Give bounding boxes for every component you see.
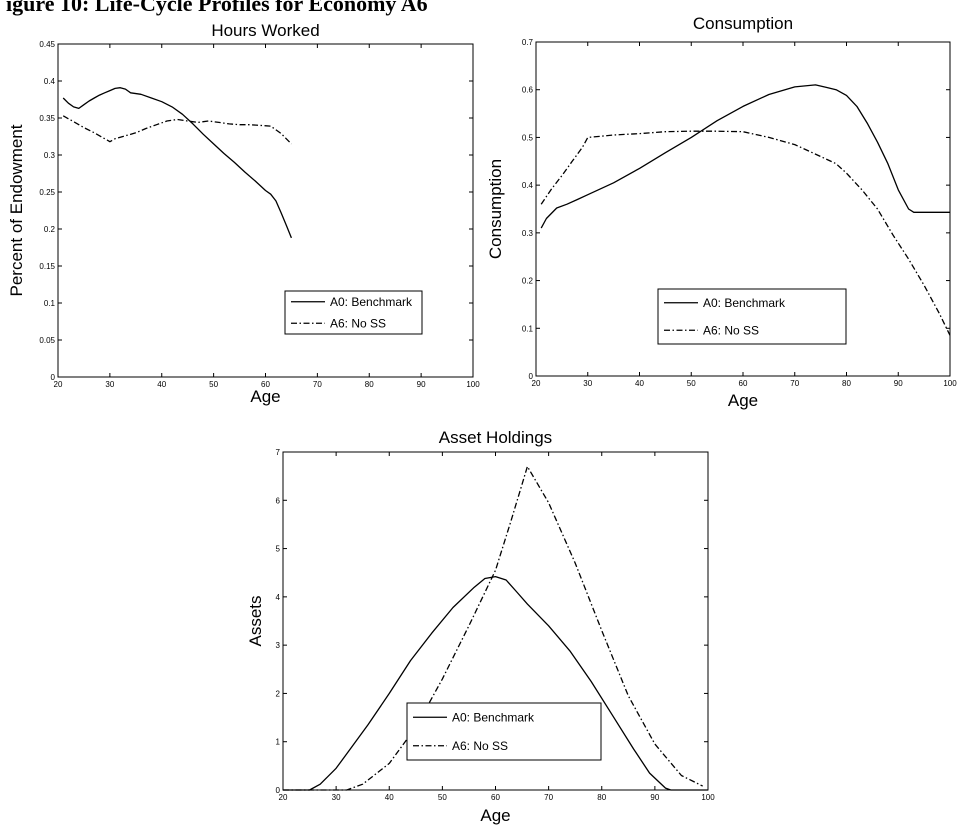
page-title: igure 10: Life-Cycle Profiles for Econom… xyxy=(6,0,428,16)
x-tick-label: 60 xyxy=(739,379,748,388)
x-tick-label: 60 xyxy=(491,793,500,802)
legend: A0: Benchmark A6: No SS xyxy=(406,702,602,761)
legend-label: A0: Benchmark xyxy=(452,710,535,724)
x-tick-label: 100 xyxy=(466,380,480,389)
y-tick-label: 0.6 xyxy=(522,86,534,95)
y-tick-label: 0.4 xyxy=(44,77,56,86)
legend-label: A6: No SS xyxy=(452,739,508,753)
y-axis-label: Assets xyxy=(246,595,265,646)
x-tick-label: 20 xyxy=(279,793,288,802)
legend-box xyxy=(284,290,423,335)
x-tick-label: 70 xyxy=(790,379,799,388)
legend-label: A6: No SS xyxy=(330,316,386,330)
series-line-no-ss xyxy=(540,130,951,336)
series-line-no-ss xyxy=(62,115,292,145)
y-tick-label: 0.5 xyxy=(522,133,534,142)
y-axis-label: Percent of Endowment xyxy=(7,124,26,296)
x-axis-label: Age xyxy=(728,391,758,410)
y-tick-label: 0.15 xyxy=(39,262,55,271)
chart-title: Consumption xyxy=(693,14,793,33)
x-tick-label: 80 xyxy=(842,379,851,388)
y-tick-label: 0 xyxy=(51,373,56,382)
y-tick-label: 0.3 xyxy=(522,229,534,238)
x-tick-label: 50 xyxy=(438,793,447,802)
y-tick-label: 0.3 xyxy=(44,151,56,160)
x-tick-label: 100 xyxy=(701,793,715,802)
y-tick-label: 0.45 xyxy=(39,40,55,49)
legend: A0: Benchmark A6: No SS xyxy=(284,290,423,335)
y-tick-label: 0.1 xyxy=(44,299,56,308)
x-tick-label: 50 xyxy=(687,379,696,388)
x-tick-label: 60 xyxy=(261,380,270,389)
y-axis-label: Consumption xyxy=(486,159,505,259)
series-line-benchmark xyxy=(540,84,950,229)
y-tick-label: 3 xyxy=(276,641,281,650)
y-tick-label: 0.4 xyxy=(522,181,534,190)
x-tick-label: 50 xyxy=(209,380,218,389)
y-tick-label: 1 xyxy=(276,738,281,747)
y-tick-label: 2 xyxy=(276,689,281,698)
y-tick-label: 4 xyxy=(276,593,281,602)
chart-2: Asset Holdings 20 30 40 50 60 70 80 90 100 0 1 2 3 4 5 6… xyxy=(246,428,715,825)
x-tick-label: 40 xyxy=(157,380,166,389)
y-tick-label: 0.25 xyxy=(39,188,55,197)
x-tick-label: 70 xyxy=(313,380,322,389)
legend: A0: Benchmark A6: No SS xyxy=(657,288,847,345)
y-tick-label: 0 xyxy=(276,786,281,795)
x-tick-label: 90 xyxy=(650,793,659,802)
x-tick-label: 20 xyxy=(532,379,541,388)
y-tick-label: 0 xyxy=(529,372,534,381)
x-axis-label: Age xyxy=(250,387,280,406)
x-tick-label: 40 xyxy=(385,793,394,802)
series-line-benchmark xyxy=(62,87,293,239)
y-tick-label: 0.1 xyxy=(522,324,534,333)
x-tick-label: 80 xyxy=(365,380,374,389)
x-tick-label: 30 xyxy=(583,379,592,388)
y-tick-label: 0.05 xyxy=(39,336,55,345)
series-line-no-ss xyxy=(283,465,703,791)
x-tick-label: 30 xyxy=(105,380,114,389)
legend-label: A0: Benchmark xyxy=(330,295,413,309)
x-tick-label: 90 xyxy=(417,380,426,389)
y-tick-label: 5 xyxy=(276,545,281,554)
x-axis-label: Age xyxy=(480,806,510,825)
y-tick-label: 0.7 xyxy=(522,38,534,47)
chart-0: Hours Worked 20 30 40 50 60 70 80 90 100 0 0.05 0.1 0… xyxy=(7,21,480,406)
y-tick-label: 0.35 xyxy=(39,114,55,123)
chart-title: Hours Worked xyxy=(211,21,319,40)
chart-title: Asset Holdings xyxy=(439,428,552,447)
y-tick-label: 0.2 xyxy=(44,225,56,234)
legend-box xyxy=(406,702,602,761)
x-tick-label: 40 xyxy=(635,379,644,388)
legend-box xyxy=(657,288,847,345)
x-tick-label: 20 xyxy=(54,380,63,389)
x-tick-label: 90 xyxy=(894,379,903,388)
y-tick-label: 0.2 xyxy=(522,277,534,286)
x-tick-label: 100 xyxy=(943,379,957,388)
x-tick-label: 30 xyxy=(332,793,341,802)
y-tick-label: 7 xyxy=(276,448,281,457)
legend-label: A6: No SS xyxy=(703,323,759,337)
x-tick-label: 80 xyxy=(597,793,606,802)
legend-label: A0: Benchmark xyxy=(703,296,786,310)
series-line-benchmark xyxy=(283,575,708,791)
x-tick-label: 70 xyxy=(544,793,553,802)
y-tick-label: 6 xyxy=(276,496,281,505)
chart-1: Consumption 20 30 40 50 60 70 80 90 100 0 0.1 0.2 0.3… xyxy=(486,14,957,410)
